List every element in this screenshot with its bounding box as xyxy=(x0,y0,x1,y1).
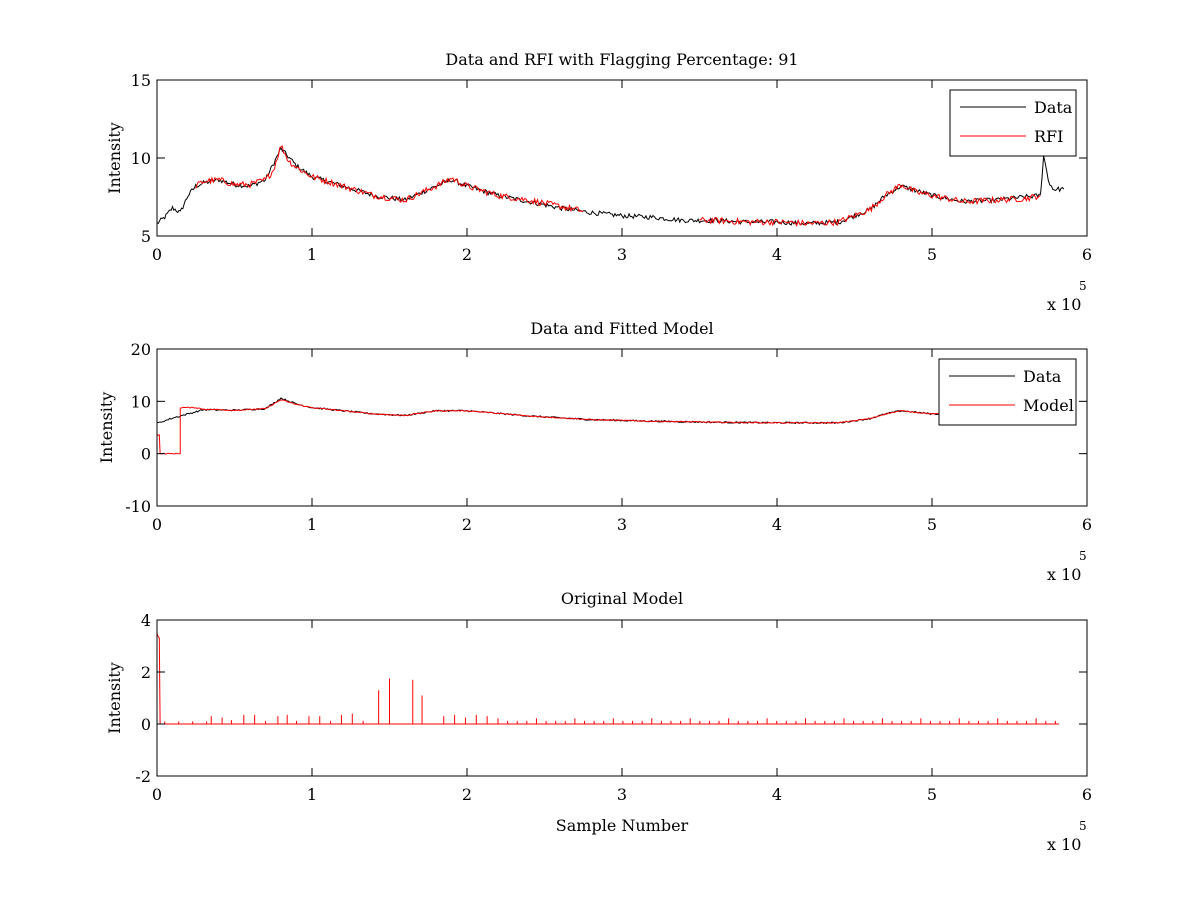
y-tick-label: 2 xyxy=(141,663,151,682)
x-tick-label: 4 xyxy=(772,785,782,804)
legend-label-data: Data xyxy=(1023,367,1062,386)
x-tick-label: 2 xyxy=(462,515,472,534)
x-tick-label: 1 xyxy=(307,785,317,804)
x-tick-label: 1 xyxy=(307,245,317,264)
x-tick-label: 3 xyxy=(617,515,627,534)
x-tick-label: 3 xyxy=(617,785,627,804)
series-rfi-line-segment-1 xyxy=(195,145,584,213)
x-exponent-base: x 10 xyxy=(1047,835,1081,854)
x-tick-label: 4 xyxy=(772,515,782,534)
chart-panel-1: 0 1 2 3 4 5 6 5 10 15 Data and RFI with Flagging P… xyxy=(105,50,1092,314)
chart-title: Data and RFI with Flagging Percentage: 9… xyxy=(445,50,798,69)
y-tick-label: 5 xyxy=(141,227,151,246)
plot-area xyxy=(157,80,1087,236)
x-tick-label: 5 xyxy=(927,785,937,804)
y-axis-label: Intensity xyxy=(97,392,116,464)
x-axis-label: Sample Number xyxy=(556,816,689,835)
legend-label-model: Model xyxy=(1023,396,1074,415)
x-tick-label: 4 xyxy=(772,245,782,264)
x-tick-label: 0 xyxy=(152,245,162,264)
x-tick-label: 0 xyxy=(152,515,162,534)
legend-label-data: Data xyxy=(1034,98,1073,117)
x-tick-label: 1 xyxy=(307,515,317,534)
x-tick-label: 6 xyxy=(1082,515,1092,534)
legend-box xyxy=(938,358,1077,426)
y-tick-label: 20 xyxy=(131,340,151,359)
x-tick-label: 5 xyxy=(927,245,937,264)
y-tick-label: 10 xyxy=(131,149,151,168)
y-tick-label: 10 xyxy=(131,392,151,411)
plot-area xyxy=(157,620,1087,776)
y-tick-label: -10 xyxy=(125,497,151,516)
x-tick-label: 6 xyxy=(1082,785,1092,804)
series-model-line xyxy=(157,399,940,455)
y-tick-label: -2 xyxy=(135,767,151,786)
x-tick-label: 5 xyxy=(927,515,937,534)
legend: Data RFI xyxy=(949,89,1077,157)
y-axis-label: Intensity xyxy=(105,662,124,734)
x-exponent-base: x 10 xyxy=(1047,565,1081,584)
legend-label-rfi: RFI xyxy=(1034,127,1063,146)
x-exponent-base: x 10 xyxy=(1047,295,1081,314)
x-tick-label: 2 xyxy=(462,785,472,804)
y-tick-label: 15 xyxy=(131,71,151,90)
x-exponent-power: 5 xyxy=(1079,549,1087,563)
x-tick-label: 6 xyxy=(1082,245,1092,264)
x-tick-label: 2 xyxy=(462,245,472,264)
chart-title: Original Model xyxy=(561,589,683,608)
x-exponent-power: 5 xyxy=(1079,819,1087,833)
x-exponent-power: 5 xyxy=(1079,279,1087,293)
series-rfi-line-segment-2 xyxy=(699,183,1041,227)
y-tick-label: 0 xyxy=(141,715,151,734)
plot-series-group xyxy=(157,397,940,455)
legend-box xyxy=(949,89,1077,157)
y-tick-label: 4 xyxy=(141,611,151,630)
legend: Data Model xyxy=(938,358,1077,426)
plot-series-group xyxy=(157,145,1065,227)
y-axis-label: Intensity xyxy=(105,122,124,194)
chart-title: Data and Fitted Model xyxy=(530,319,713,338)
x-tick-label: 3 xyxy=(617,245,627,264)
plot-area xyxy=(157,349,1087,506)
x-tick-label: 0 xyxy=(152,785,162,804)
y-tick-label: 0 xyxy=(141,445,151,464)
